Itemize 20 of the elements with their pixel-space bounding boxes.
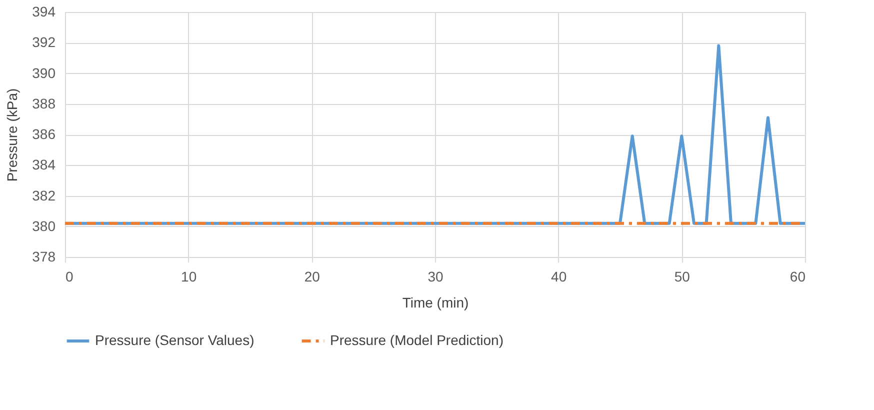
- y-tick-label: 382: [32, 187, 56, 204]
- x-tick-label: 40: [551, 268, 567, 284]
- y-tick-label: 386: [32, 126, 56, 142]
- y-axis-title: Pressure (kPa): [4, 88, 20, 182]
- x-tick-label: 10: [181, 268, 197, 284]
- x-tick-label: 0: [66, 268, 74, 284]
- x-tick-label: 20: [304, 268, 320, 284]
- x-tick-label: 50: [674, 268, 690, 284]
- legend-label: Pressure (Sensor Values): [95, 332, 254, 348]
- x-tick-label: 30: [428, 268, 444, 284]
- x-tick-label: 60: [790, 268, 806, 284]
- y-tick-label: 378: [32, 248, 56, 264]
- y-tick-label: 392: [32, 34, 56, 50]
- y-tick-label: 388: [32, 95, 56, 112]
- legend-label: Pressure (Model Prediction): [330, 332, 504, 348]
- y-tick-label: 384: [32, 156, 56, 173]
- y-tick-label: 380: [32, 218, 56, 234]
- y-tick-label: 390: [32, 64, 56, 81]
- y-tick-label: 394: [32, 4, 56, 20]
- x-axis-title: Time (min): [402, 294, 469, 310]
